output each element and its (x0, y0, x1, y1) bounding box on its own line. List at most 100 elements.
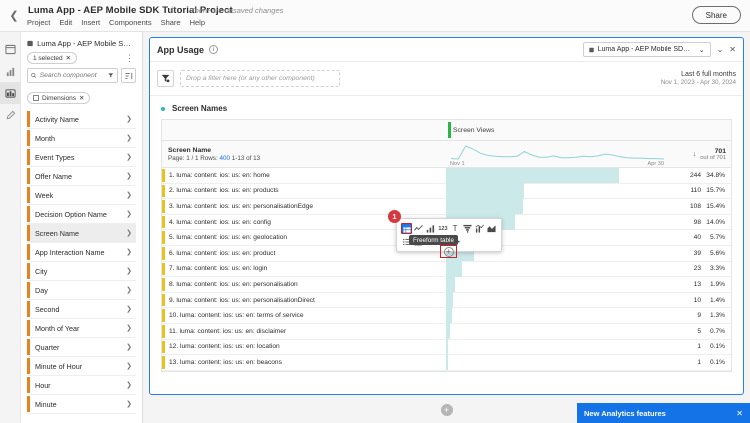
chevron-right-icon[interactable]: ❯ (126, 287, 132, 294)
chevron-right-icon[interactable]: ❯ (126, 268, 132, 275)
menu-item-help[interactable]: Help (189, 18, 206, 27)
main-canvas: App Usage i Luma App - AEP Mobile SDK Tu… (143, 32, 750, 423)
line-chart-icon[interactable] (413, 223, 424, 234)
dimension-item-decision-option-name[interactable]: Decision Option Name ❯ (27, 205, 136, 224)
data-view-select[interactable]: Luma App - AEP Mobile SDK Tutori... ⌄ (582, 42, 711, 57)
row-bar (446, 354, 448, 371)
dimension-item-activity-name[interactable]: Activity Name ❯ (27, 110, 136, 129)
visualization-title[interactable]: Screen Names (172, 104, 228, 113)
filter-drop-zone[interactable]: Drop a filter here (or any other compone… (180, 70, 340, 87)
dimension-item-minute-of-hour[interactable]: Minute of Hour ❯ (27, 357, 136, 376)
dimension-item-day[interactable]: Day ❯ (27, 281, 136, 300)
funnel-icon[interactable] (108, 72, 114, 79)
star-icon[interactable]: ☆ (168, 5, 177, 16)
sort-icon[interactable] (121, 68, 136, 83)
table-row[interactable]: 2. luma: content: ios: us: en: products 1… (162, 183, 731, 200)
chevron-down-icon[interactable]: ⌄ (698, 46, 705, 54)
more-vertical-icon[interactable]: ⋮ (125, 52, 134, 63)
info-icon[interactable]: i (209, 45, 219, 54)
chevron-right-icon[interactable]: ❯ (126, 363, 132, 370)
chevron-right-icon[interactable]: ❯ (126, 382, 132, 389)
date-range[interactable]: Last 6 full months Nov 1, 2023 - Apr 30,… (661, 71, 736, 86)
table-row[interactable]: 13. luma: content: ios: us: en: beacons 1… (162, 354, 731, 371)
rows-value[interactable]: 400 (219, 154, 230, 162)
dimension-item-month-of-year[interactable]: Month of Year ❯ (27, 319, 136, 338)
table-row[interactable]: 11. luma: content: ios: us: en: disclaim… (162, 323, 731, 340)
close-icon[interactable]: ✕ (729, 45, 736, 54)
search-input[interactable] (39, 72, 106, 79)
menu-item-insert[interactable]: Insert (81, 18, 101, 27)
funnel-chart-icon[interactable] (462, 223, 473, 234)
menu-item-share[interactable]: Share (160, 18, 181, 27)
combo-chart-icon[interactable] (474, 223, 485, 234)
visualization-picker-popover[interactable]: 1 123 T (388, 210, 502, 252)
search-component-box[interactable] (27, 68, 118, 83)
metric-column-header[interactable]: Screen Views (448, 120, 731, 140)
dimension-item-second[interactable]: Second ❯ (27, 300, 136, 319)
back-icon[interactable]: ❮ (9, 9, 19, 22)
collapse-panel-icon[interactable]: ⌄ (716, 45, 724, 54)
menu-item-project[interactable]: Project (27, 18, 51, 27)
chevron-right-icon[interactable]: ❯ (126, 154, 132, 161)
dimension-item-offer-name[interactable]: Offer Name ❯ (27, 167, 136, 186)
dimension-item-event-types[interactable]: Event Types ❯ (27, 148, 136, 167)
chevron-right-icon[interactable]: ❯ (126, 211, 132, 218)
table-row[interactable]: 9. luma: content: ios: us: en: personali… (162, 292, 731, 309)
chevron-right-icon[interactable]: ❯ (126, 306, 132, 313)
dimension-column-header[interactable]: Screen Name Page: 1 / 1 Rows: 400 1-13 o… (162, 147, 448, 162)
table-row[interactable]: 12. luma: content: ios: us: en: location… (162, 339, 731, 356)
dimension-item-screen-name[interactable]: Screen Name ❯ (27, 224, 136, 243)
add-visualization-button[interactable]: + (440, 245, 457, 258)
dimension-item-month[interactable]: Month ❯ (27, 129, 136, 148)
chevron-right-icon[interactable]: ❯ (126, 325, 132, 332)
table-row[interactable]: 10. luma: content: ios: us: en: terms of… (162, 307, 731, 324)
table-row[interactable]: 7. luma: content: ios: us: en: login 23 3.… (162, 261, 731, 278)
components-icon[interactable] (0, 82, 21, 104)
visualizations-icon[interactable] (0, 60, 21, 82)
paging-text: Page: 1 / 1 Rows: (168, 154, 218, 162)
annotations-icon[interactable] (0, 104, 21, 126)
close-icon[interactable]: ✕ (736, 408, 743, 418)
area-chart-icon[interactable] (486, 223, 497, 234)
chevron-right-icon[interactable]: ❯ (126, 401, 132, 408)
selected-count-chip[interactable]: 1 selected ✕ (27, 52, 78, 64)
dimensions-chip[interactable]: Dimensions ✕ (27, 92, 91, 104)
dimension-item-hour[interactable]: Hour ❯ (27, 376, 136, 395)
table-row[interactable]: 3. luma: content: ios: us: en: personali… (162, 198, 731, 215)
dimension-label: Second (35, 304, 60, 314)
share-button[interactable]: Share (691, 6, 741, 24)
freeform-table-icon[interactable] (401, 223, 412, 234)
chevron-right-icon[interactable]: ❯ (126, 116, 132, 123)
bar-chart-icon[interactable] (425, 223, 436, 234)
selected-count-label: 1 selected (33, 54, 63, 62)
chevron-right-icon[interactable]: ❯ (126, 135, 132, 142)
dimension-item-app-interaction-name[interactable]: App Interaction Name ❯ (27, 243, 136, 262)
row-percent: 15.4% (706, 202, 725, 210)
dimension-item-week[interactable]: Week ❯ (27, 186, 136, 205)
text-icon[interactable]: T (452, 224, 458, 233)
dimension-item-city[interactable]: City ❯ (27, 262, 136, 281)
dimension-item-minute[interactable]: Minute ❯ (27, 395, 136, 414)
number-icon[interactable]: 123 (438, 225, 448, 232)
filter-icon[interactable] (157, 70, 174, 87)
row-percent: 1.9% (709, 280, 725, 288)
arrow-down-icon[interactable]: ↓ (692, 150, 697, 158)
row-bar-cell (446, 167, 675, 184)
table-row[interactable]: 8. luma: content: ios: us: en: personali… (162, 276, 731, 293)
close-icon[interactable]: ✕ (65, 55, 72, 62)
close-icon[interactable]: ✕ (78, 95, 85, 102)
chevron-right-icon[interactable]: ❯ (126, 344, 132, 351)
menu-item-components[interactable]: Components (109, 18, 152, 27)
chevron-right-icon[interactable]: ❯ (126, 192, 132, 199)
add-circle-icon[interactable]: + (440, 404, 453, 416)
menu-item-edit[interactable]: Edit (59, 18, 73, 27)
dimension-label: Day (35, 285, 48, 295)
panels-icon[interactable] (0, 38, 21, 60)
chevron-right-icon[interactable]: ❯ (126, 230, 132, 237)
chevron-right-icon[interactable]: ❯ (126, 249, 132, 256)
row-percent: 0.1% (709, 358, 725, 366)
panel-card-header-actions: Luma App - AEP Mobile SDK Tutori... ⌄ ⌄ … (582, 42, 736, 57)
table-row[interactable]: 1. luma: content: ios: us: en: home 244 34… (162, 167, 731, 184)
chevron-right-icon[interactable]: ❯ (126, 173, 132, 180)
dimension-item-quarter[interactable]: Quarter ❯ (27, 338, 136, 357)
